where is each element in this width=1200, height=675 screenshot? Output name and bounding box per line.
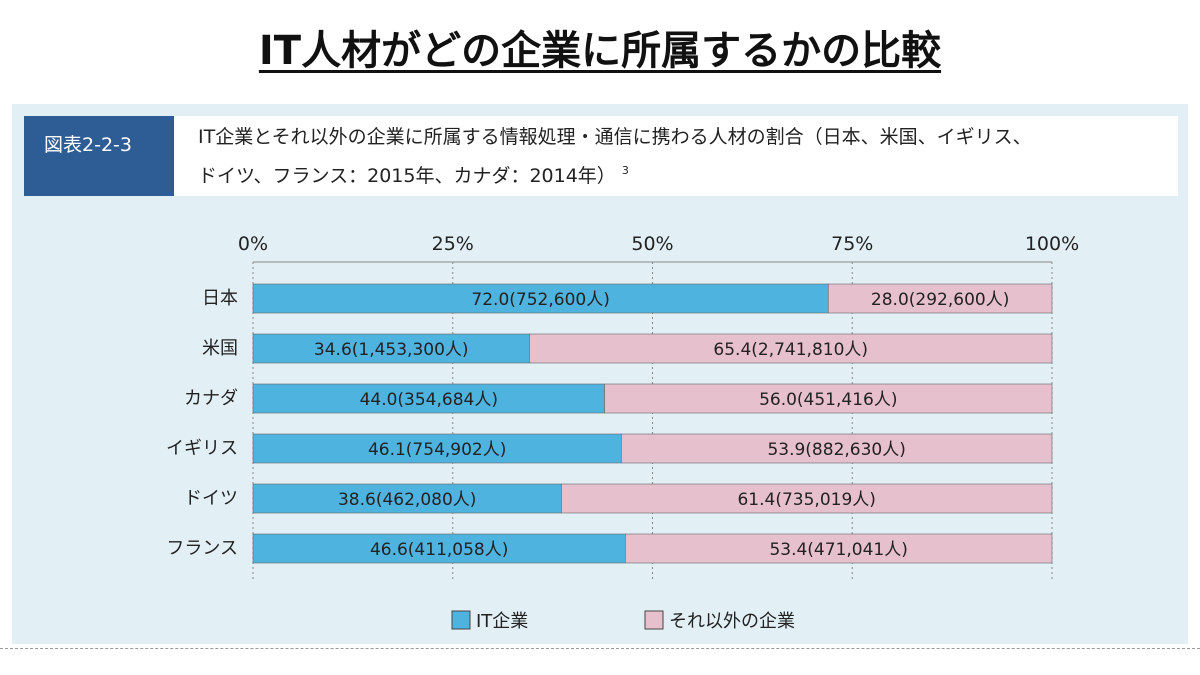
bar-data-label: 44.0(354,684人): [360, 390, 498, 410]
x-tick-label: 100%: [1025, 233, 1079, 255]
bar-other: [621, 433, 1053, 464]
category-label: 日本: [202, 288, 238, 309]
footnote-ref: 3: [621, 164, 629, 177]
x-tick-label: 50%: [631, 233, 673, 255]
x-tick-label: 75%: [831, 233, 873, 255]
category-label: ドイツ: [184, 488, 238, 509]
legend-swatch: [451, 610, 471, 630]
bar-it: [252, 533, 626, 564]
bar-data-label: 28.0(292,600人): [871, 290, 1009, 310]
category-label: 米国: [202, 338, 238, 359]
bar-other: [604, 383, 1053, 414]
figure-label: 図表2-2-3: [24, 116, 174, 196]
bar-data-label: 34.6(1,453,300人): [314, 340, 469, 360]
bar-it: [252, 433, 622, 464]
legend-label: IT企業: [476, 611, 528, 632]
bar-it: [252, 283, 829, 314]
page-title: IT人材がどの企業に所属するかの比較: [0, 18, 1200, 76]
category-label: フランス: [166, 538, 238, 559]
bar-data-label: 61.4(735,019人): [737, 490, 875, 510]
legend-swatch: [644, 610, 664, 630]
bar-it: [252, 383, 605, 414]
x-tick-label: 0%: [238, 233, 268, 255]
bar-data-label: 53.9(882,630人): [767, 440, 905, 460]
category-label: イギリス: [166, 438, 238, 459]
bar-data-label: 46.1(754,902人): [368, 440, 506, 460]
bar-data-label: 72.0(752,600人): [471, 290, 609, 310]
caption-line-1: IT企業とそれ以外の企業に所属する情報処理・通信に携わる人材の割合（日本、米国、…: [198, 126, 1032, 148]
bar-other: [529, 333, 1053, 364]
bar-data-label: 65.4(2,741,810人): [713, 340, 868, 360]
bar-data-label: 46.6(411,058人): [370, 540, 508, 560]
caption-line-2-text: ドイツ、フランス：2015年、カナダ：2014年）: [198, 165, 616, 187]
legend-label: それ以外の企業: [669, 611, 795, 632]
bar-other: [625, 533, 1053, 564]
x-tick-label: 25%: [432, 233, 474, 255]
bar-it: [252, 483, 562, 514]
bar-data-label: 38.6(462,080人): [338, 490, 476, 510]
bar-data-label: 53.4(471,041人): [769, 540, 907, 560]
bar-it: [252, 333, 530, 364]
page-title-text: IT人材がどの企業に所属するかの比較: [258, 28, 942, 74]
figure-caption: IT企業とそれ以外の企業に所属する情報処理・通信に携わる人材の割合（日本、米国、…: [174, 116, 1178, 196]
bar-data-label: 56.0(451,416人): [759, 390, 897, 410]
category-label: カナダ: [184, 388, 238, 409]
bar-other: [827, 283, 1053, 314]
caption-line-2: ドイツ、フランス：2015年、カナダ：2014年） 3: [198, 154, 1178, 193]
bar-other: [561, 483, 1053, 514]
bottom-divider: [0, 648, 1200, 649]
